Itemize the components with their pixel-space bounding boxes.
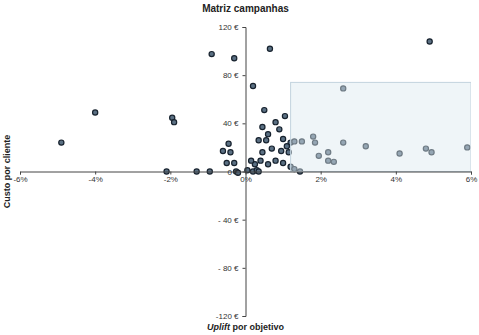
point [262,107,267,112]
point [93,110,98,115]
y-tick-mark [243,27,246,28]
point [269,146,274,151]
x-tick: -6% [13,172,27,185]
y-axis-title: Custo por cliente [2,135,12,209]
y-tick-label: 80 € [223,71,239,80]
point [171,120,176,125]
y-tick-mark [243,268,246,269]
x-tick-mark [170,172,171,175]
x-tick-label: -4% [89,175,103,184]
y-tick-mark [243,220,246,221]
point [59,140,64,145]
y-tick-mark [243,316,246,317]
x-tick-label: 4% [391,175,403,184]
y-tick-mark [243,123,246,124]
x-axis: -6%-4%-2%0%2%4%6% [13,172,477,185]
point [427,39,432,44]
y-axis-line [243,28,247,317]
plot-area [59,39,471,175]
point [260,124,265,129]
point [228,150,233,155]
point [284,144,289,149]
point [264,138,269,143]
point [250,83,255,88]
point [256,138,261,143]
y-tick: 120 € [218,23,245,32]
point [226,141,231,146]
x-tick-label: -6% [13,175,27,184]
y-tick-label: -120 € [216,312,239,321]
x-tick: -2% [164,172,178,185]
point [209,51,214,56]
point [282,114,287,119]
y-tick: 0 € [227,168,245,177]
title: Matriz campanhas [202,3,289,14]
point [273,158,278,163]
x-tick: 6% [466,172,478,185]
x-axis-title: Uplift por objetivo [207,322,285,332]
highlight-region [291,82,471,171]
point [224,160,229,165]
x-tick-mark [321,172,322,175]
point [265,132,270,137]
y-tick: 80 € [223,71,246,80]
x-tick-mark [20,172,21,175]
y-tick-label: - 40 € [218,216,239,225]
x-tick: -4% [89,172,103,185]
x-tick-label: -2% [164,175,178,184]
x-tick-mark [396,172,397,175]
point [258,158,263,163]
point [260,150,265,155]
y-tick-label: 40 € [223,119,239,128]
point [279,148,284,153]
y-tick: -120 € [216,312,246,321]
point [265,162,270,167]
point [280,136,285,141]
point [280,160,285,165]
x-tick-label: 2% [315,175,327,184]
x-tick: 2% [315,172,327,185]
y-axis: -120 € - 80 € - 40 € 0 € 40 € 80 € 120 € [216,23,246,321]
y-tick: - 80 € [218,264,245,273]
y-tick-label: - 80 € [218,264,239,273]
chart: Matriz campanhas Custo por cliente Uplift … [0,0,479,335]
point [220,148,225,153]
point [249,158,254,163]
x-tick-mark [471,172,472,175]
y-tick-mark [243,75,246,76]
y-tick-mark [243,172,246,173]
y-tick-label: 120 € [218,23,239,32]
x-tick-label: 6% [466,175,478,184]
x-tick-mark [95,172,96,175]
point [267,46,272,51]
x-tick: 4% [391,172,403,185]
y-tick: 40 € [223,119,246,128]
point [273,120,278,125]
point [232,160,237,165]
y-tick: - 40 € [218,216,245,225]
y-tick-label: 0 € [227,168,239,177]
point [277,127,282,132]
point [232,56,237,61]
